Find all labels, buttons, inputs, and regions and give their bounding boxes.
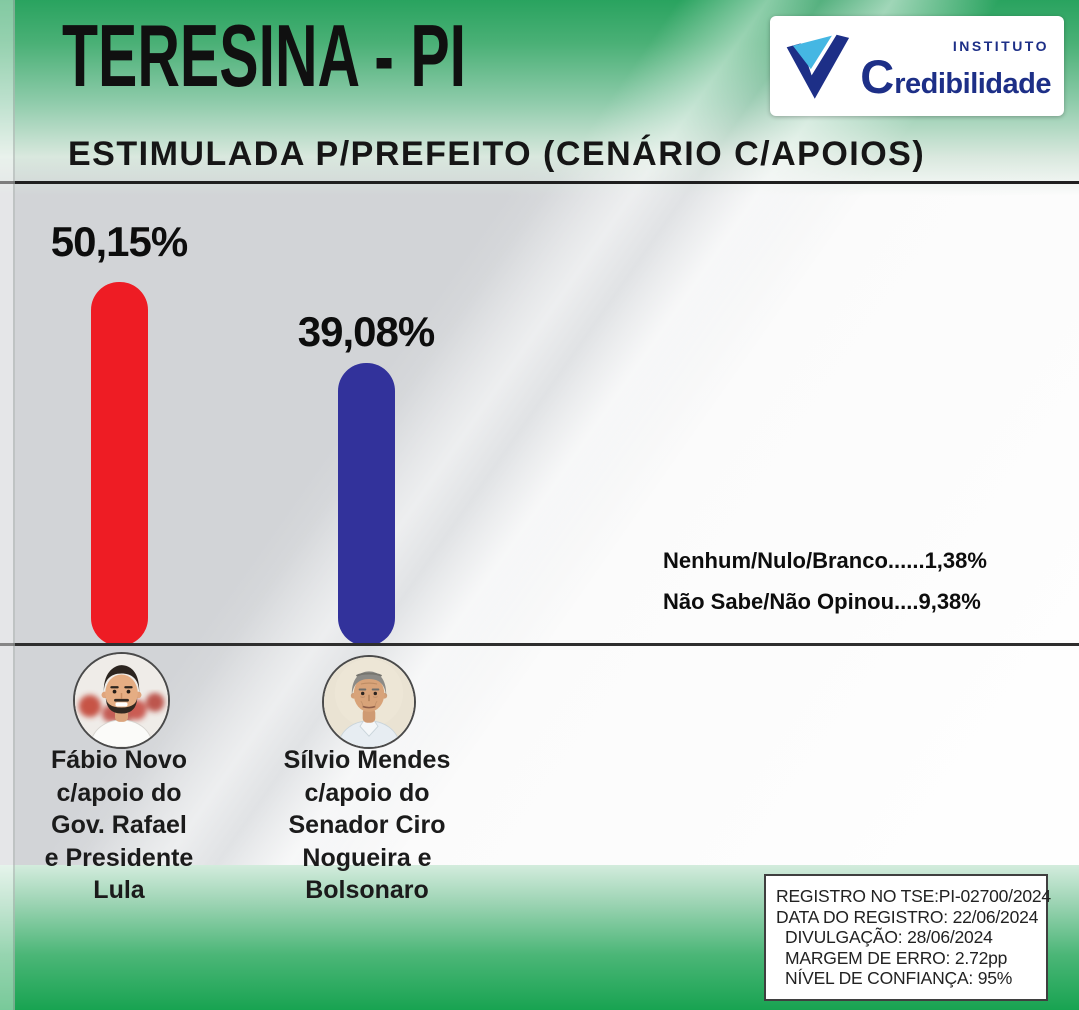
bar-value-label-silvio: 39,08% [297,308,435,355]
registration-box: REGISTRO NO TSE:PI-02700/2024 DATA DO RE… [764,874,1051,1001]
check-v-icon [786,34,850,99]
others-line-nulo: Nenhum/Nulo/Branco......1,38% [663,548,987,573]
registration-line: DIVULGAÇÃO: 28/06/2024 [785,927,993,947]
divider-top [0,181,1079,184]
registration-line: DATA DO REGISTRO: 22/06/2024 [776,906,1039,927]
logo-brand-rest: redibilidade [894,68,1051,100]
candidate-name-fabio: Fábio Novo c/apoio do Gov. Rafael e Pres… [14,744,224,907]
candidate-name-line: e Presidente [44,843,194,872]
candidate-name-line: Sílvio Mendes [283,746,451,774]
logo-institute-text: INSTITUTO [952,38,1049,54]
registration-line: NÍVEL DE CONFIANÇA: 95% [785,968,1013,988]
candidate-name-line: Senador Ciro [288,811,446,839]
page-title: TERESINA - PI [62,6,467,105]
candidate-name-line: Fábio Novo [50,746,188,774]
logo-brand-initial: C [860,50,895,103]
divider-bottom [0,643,1079,646]
others-line-nao-sabe: Não Sabe/Não Opinou....9,38% [663,589,981,614]
candidate-name-line: c/apoio do [304,778,430,807]
registration-line: MARGEM DE ERRO: 2.72pp [785,947,1008,968]
candidate-name-line: Gov. Rafael [51,811,187,839]
bar-fabio-novo [91,282,148,646]
candidate-name-line: Bolsonaro [305,876,429,904]
fabio-novo-photo [73,652,170,749]
bar-silvio-mendes [338,362,395,646]
candidate-name-line: c/apoio do [56,778,182,807]
registration-line: REGISTRO NO TSE:PI-02700/2024 [776,886,1051,906]
candidate-name-line: Lula [93,876,145,904]
silvio-mendes-photo [322,655,416,749]
others-results-block: Nenhum/Nulo/Branco......1,38% Não Sabe/N… [663,540,987,622]
candidate-name-line: Nogueira e [302,843,432,872]
candidate-name-silvio: Sílvio Mendes c/apoio do Senador Ciro No… [252,744,482,907]
chart-title: ESTIMULADA P/PREFEITO (CENÁRIO C/APOIOS) [68,135,926,173]
bar-value-label-fabio: 50,15% [50,218,188,265]
